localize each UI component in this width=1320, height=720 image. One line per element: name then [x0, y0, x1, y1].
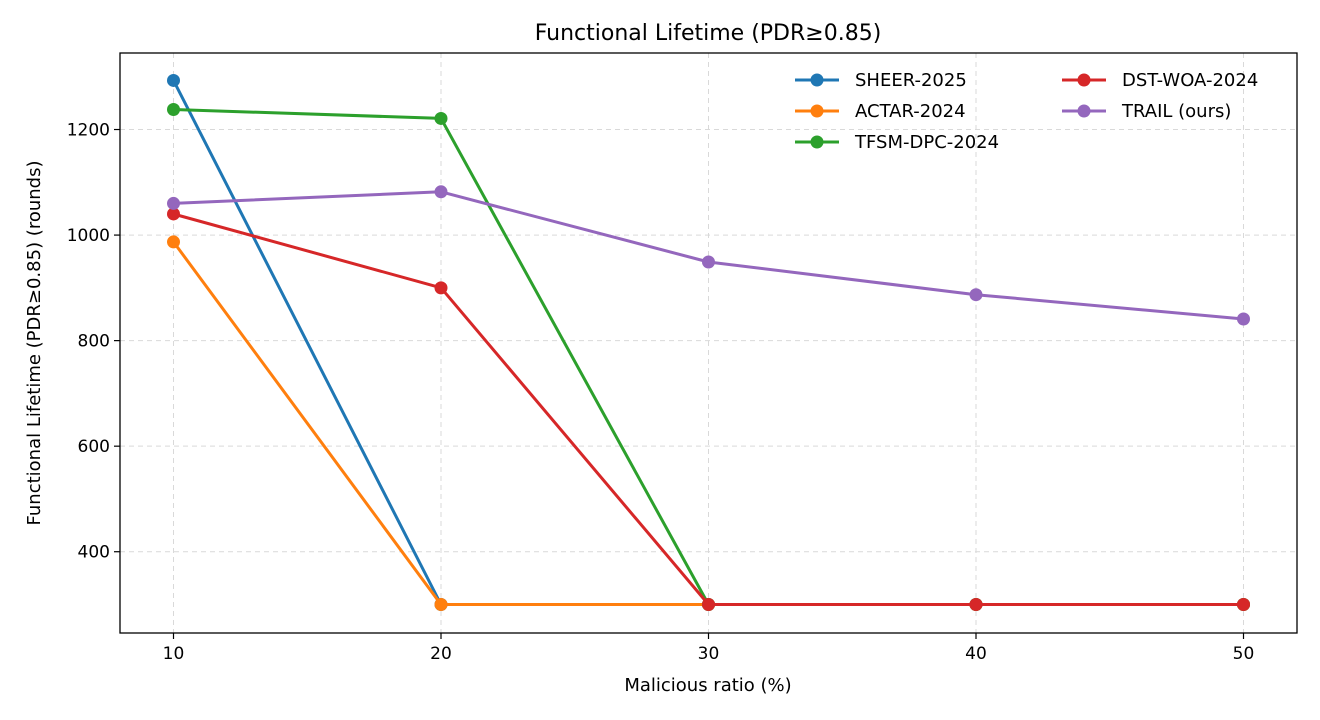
legend: SHEER-2025 ACTAR-2024 TFSM-DPC-2024 DST-WOA… [795, 70, 1258, 153]
data-point [702, 598, 715, 612]
legend-marker [810, 73, 824, 87]
data-point [434, 598, 448, 612]
legend-marker [1077, 73, 1091, 87]
legend-marker [810, 104, 824, 118]
data-point [167, 207, 180, 221]
chart-title: Functional Lifetime (PDR≥0.85) [535, 21, 882, 46]
legend-label: TFSM-DPC-2024 [854, 132, 999, 153]
data-point [434, 281, 448, 295]
data-point [969, 598, 983, 612]
data-point [434, 185, 448, 199]
data-point [1237, 312, 1250, 326]
series-layer [167, 73, 1250, 612]
data-point [167, 196, 180, 210]
y-tick-label: 400 [78, 543, 110, 563]
legend-marker [1077, 104, 1091, 118]
axis-ticks: 10 20 30 40 50 400 600 800 1000 1200 [67, 121, 1255, 664]
data-point [434, 111, 448, 125]
x-tick-label: 20 [430, 644, 452, 664]
legend-marker [810, 135, 824, 149]
data-point [1237, 598, 1250, 612]
legend-label: SHEER-2025 [855, 70, 967, 91]
x-axis-label: Malicious ratio (%) [624, 675, 791, 696]
data-point [167, 73, 180, 87]
data-point [702, 255, 715, 269]
data-point [167, 235, 180, 249]
x-tick-label: 50 [1233, 644, 1255, 664]
y-tick-label: 800 [78, 332, 110, 352]
data-point [969, 288, 983, 302]
legend-label: TRAIL (ours) [1121, 101, 1231, 122]
y-axis-label: Functional Lifetime (PDR≥0.85) (rounds) [24, 161, 45, 526]
legend-label: ACTAR-2024 [855, 101, 966, 122]
data-point [167, 102, 180, 116]
x-tick-label: 10 [163, 644, 185, 664]
y-tick-label: 1000 [67, 226, 110, 246]
y-tick-label: 1200 [67, 121, 110, 141]
x-tick-label: 30 [698, 644, 720, 664]
legend-label: DST-WOA-2024 [1122, 70, 1258, 91]
y-tick-label: 600 [78, 437, 110, 457]
grid-layer [120, 53, 1297, 633]
x-tick-label: 40 [965, 644, 987, 664]
